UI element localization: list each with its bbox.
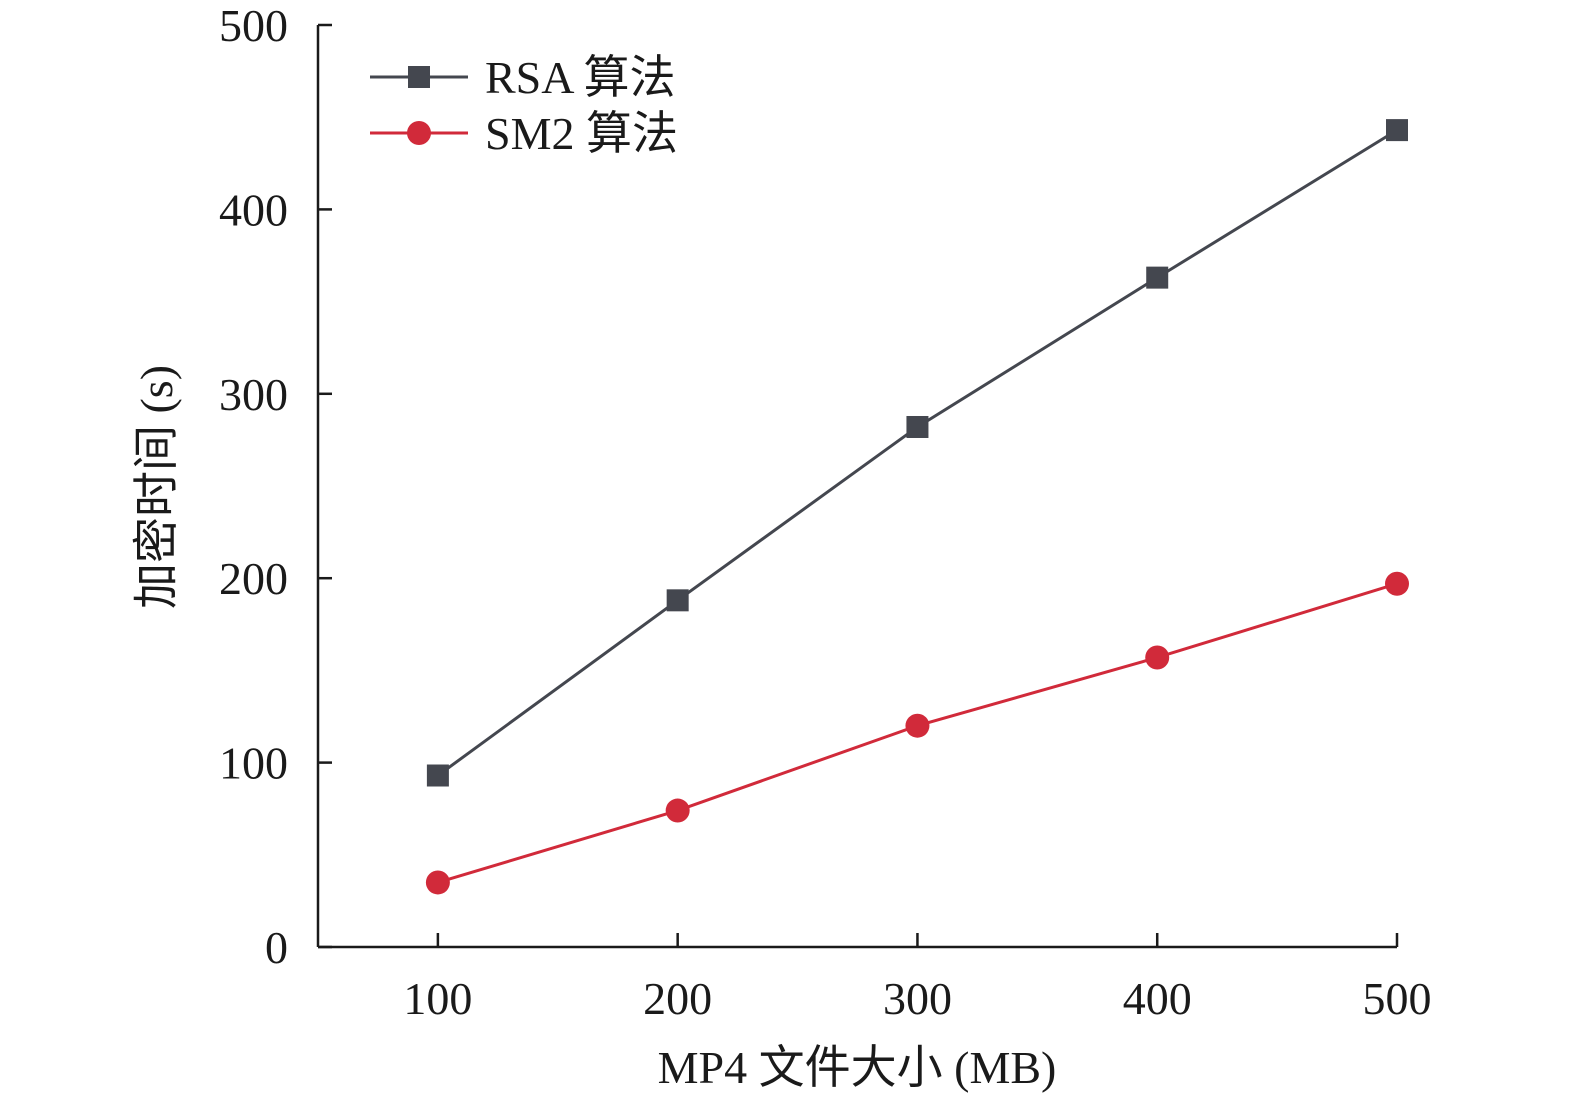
data-point xyxy=(906,415,929,438)
data-point xyxy=(426,764,449,787)
x-tick-label: 500 xyxy=(1363,973,1432,1024)
data-point xyxy=(1146,266,1169,289)
data-point xyxy=(425,870,450,895)
data-point xyxy=(1386,119,1408,142)
y-tick-label: 300 xyxy=(219,369,288,420)
y-tick-label: 200 xyxy=(219,553,288,604)
legend-item-2: SM2 算法 xyxy=(370,108,678,159)
ticks: 0 100 200 300 400 500 100 200 300 400 500 xyxy=(219,0,1432,1024)
x-tick-label: 300 xyxy=(883,973,952,1024)
y-tick-label: 0 xyxy=(265,922,288,973)
data-point xyxy=(665,798,690,823)
data-point xyxy=(1385,571,1409,596)
data-point xyxy=(1145,645,1170,670)
legend-item-1: RSA 算法 xyxy=(370,52,675,103)
legend-marker xyxy=(407,121,431,145)
data-point xyxy=(666,589,689,612)
axes xyxy=(316,25,1397,949)
y-tick-label: 500 xyxy=(219,0,288,51)
series-layer xyxy=(425,119,1409,895)
legend-marker xyxy=(408,66,430,88)
y-axis-title: 加密时间 (s) xyxy=(131,365,182,609)
x-tick-label: 200 xyxy=(643,973,712,1024)
x-tick-label: 100 xyxy=(403,973,472,1024)
x-tick-label: 400 xyxy=(1123,973,1192,1024)
legend-label: RSA 算法 xyxy=(485,52,675,103)
series-1 xyxy=(426,119,1408,787)
series-line xyxy=(437,128,1398,777)
x-axis-title: MP4 文件大小 (MB) xyxy=(658,1042,1057,1093)
y-tick-label: 400 xyxy=(219,184,288,235)
series-2 xyxy=(425,571,1409,895)
y-tick-label: 100 xyxy=(219,738,288,789)
data-point xyxy=(905,713,930,738)
legend-label: SM2 算法 xyxy=(485,108,678,159)
